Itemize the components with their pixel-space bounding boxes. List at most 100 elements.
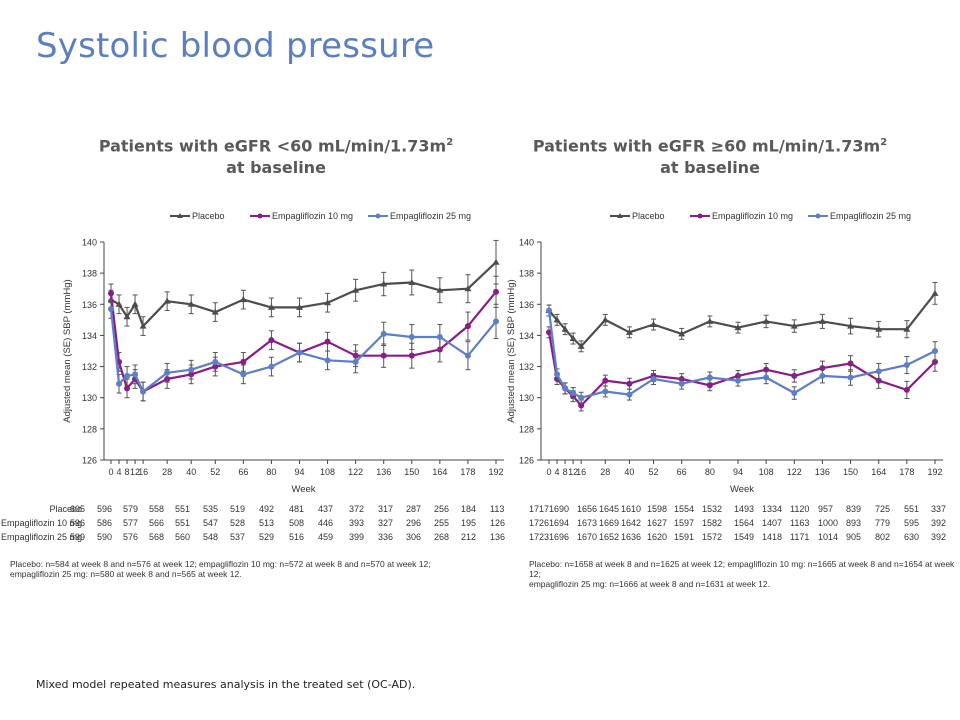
- n-table-cell: 1669: [599, 518, 620, 528]
- left-data-point: [295, 303, 303, 310]
- left-data-point: [268, 363, 275, 370]
- n-table-cell: 1696: [549, 532, 570, 542]
- n-table-cell: 336: [378, 532, 394, 542]
- right-data-point: [931, 289, 939, 296]
- right-x-tick-label: 108: [759, 467, 774, 477]
- left-data-point: [493, 288, 499, 295]
- left-legend-label: Empagliflozin 25 mg: [390, 211, 471, 221]
- right-data-point: [569, 335, 577, 342]
- n-table-cell: 1532: [702, 504, 723, 514]
- n-table-cell: 513: [259, 518, 275, 528]
- left-data-point: [108, 305, 114, 312]
- right-data-point: [578, 402, 585, 409]
- n-table-cell: 113: [490, 504, 505, 514]
- right-x-tick-label: 164: [871, 467, 886, 477]
- left-series-line: [110, 261, 497, 328]
- right-data-point: [602, 377, 609, 384]
- right-panel-title: Patients with eGFR ≥60 mL/min/1.73m2 at …: [500, 132, 920, 179]
- left-data-point: [464, 352, 471, 359]
- right-data-point: [762, 317, 770, 324]
- left-legend-item: Empagliflozin 25 mg: [368, 211, 471, 221]
- left-data-point: [492, 258, 500, 265]
- left-data-point: [436, 333, 443, 340]
- right-legend-label: Empagliflozin 25 mg: [830, 211, 911, 221]
- left-data-point: [352, 358, 359, 365]
- right-panel-title-line1: Patients with eGFR ≥60 mL/min/1.73m: [532, 136, 881, 156]
- left-data-point: [187, 300, 195, 307]
- n-table-cell: 548: [203, 532, 219, 542]
- right-x-tick-label: 0: [546, 467, 551, 477]
- right-data-point: [561, 325, 569, 332]
- right-y-tick-label: 134: [519, 331, 534, 341]
- right-y-tick-label: 136: [519, 300, 534, 310]
- n-table-cell: 268: [434, 532, 450, 542]
- n-table-cell: 1656: [577, 504, 598, 514]
- n-table-cell: 126: [490, 518, 506, 528]
- n-table-cell: 508: [289, 518, 305, 528]
- n-table-cell: 1645: [599, 504, 620, 514]
- right-data-point: [553, 316, 561, 323]
- left-data-point: [164, 369, 171, 376]
- n-table-cell: 595: [904, 518, 920, 528]
- left-y-axis-label: Adjusted mean (SE) SBP (mmHg): [62, 279, 73, 422]
- right-panel-title-line2: at baseline: [660, 158, 760, 178]
- right-x-tick-label: 40: [624, 467, 634, 477]
- right-data-point: [932, 348, 938, 354]
- n-table-row-label: Empagliflozin 25 mg: [0, 532, 82, 542]
- n-table-cell: 437: [318, 504, 334, 514]
- n-table-cell: 1564: [734, 518, 755, 528]
- left-data-point: [268, 337, 275, 344]
- left-x-tick-label: 12: [130, 467, 140, 477]
- n-table-cell: 1597: [674, 518, 695, 528]
- left-data-point: [123, 313, 131, 320]
- right-y-tick-label: 138: [519, 269, 534, 279]
- right-data-point: [847, 322, 855, 329]
- left-legend-marker: [375, 213, 381, 219]
- left-x-tick-label: 0: [108, 467, 113, 477]
- left-data-point: [493, 318, 499, 325]
- left-data-point: [240, 358, 247, 365]
- left-y-tick-label: 126: [82, 456, 97, 466]
- n-table-cell: 537: [230, 532, 246, 542]
- left-data-point: [240, 371, 247, 378]
- n-table-cell: 551: [175, 518, 191, 528]
- right-y-tick-label: 128: [519, 424, 534, 434]
- right-x-tick-label: 8: [563, 467, 568, 477]
- n-table-cell: 481: [289, 504, 305, 514]
- n-table-cell: 392: [931, 532, 947, 542]
- left-data-point: [124, 385, 131, 392]
- left-x-tick-label: 66: [238, 467, 248, 477]
- right-series-line: [547, 310, 936, 399]
- left-y-tick-label: 134: [82, 331, 97, 341]
- n-table-cell: 212: [461, 532, 477, 542]
- left-data-point: [408, 352, 415, 359]
- n-table-cell: 566: [149, 518, 165, 528]
- right-data-point: [546, 307, 552, 314]
- left-data-point: [408, 278, 416, 285]
- right-data-point: [734, 377, 741, 384]
- right-footnote: Placebo: n=1658 at week 8 and n=1625 at …: [529, 559, 960, 589]
- n-table-cell: 1642: [621, 518, 642, 528]
- left-data-point: [139, 322, 147, 329]
- n-table-cell: 558: [149, 504, 165, 514]
- left-data-point: [380, 280, 388, 287]
- left-x-tick-label: 52: [210, 467, 220, 477]
- right-data-point: [554, 371, 561, 378]
- n-table-cell: 256: [434, 504, 450, 514]
- right-y-tick-label: 126: [519, 456, 534, 466]
- n-table-cell: 1493: [734, 504, 755, 514]
- right-legend-item: Placebo: [610, 211, 665, 221]
- left-data-point: [296, 349, 303, 356]
- left-y-tick-label: 138: [82, 269, 97, 279]
- left-footnote: Placebo: n=584 at week 8 and n=576 at we…: [10, 559, 431, 579]
- right-x-tick-label: 16: [576, 467, 586, 477]
- n-table-cell: 1418: [762, 532, 783, 542]
- right-footnote-line2: empagliflozin 25 mg: n=1666 at week 8 an…: [529, 579, 771, 589]
- left-data-point: [163, 297, 171, 304]
- right-x-tick-label: 28: [600, 467, 610, 477]
- left-data-point: [108, 290, 114, 297]
- n-table-cell: 184: [461, 504, 477, 514]
- right-data-point: [875, 325, 883, 332]
- right-data-point: [577, 342, 585, 349]
